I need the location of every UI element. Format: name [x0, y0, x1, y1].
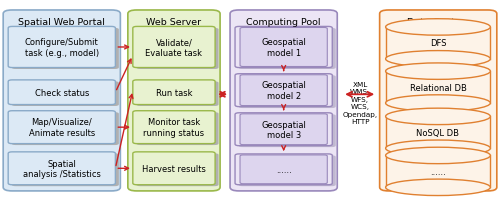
- Text: Spatial
analysis /Statistics: Spatial analysis /Statistics: [23, 159, 101, 178]
- Text: Monitor task
running status: Monitor task running status: [144, 118, 204, 137]
- FancyBboxPatch shape: [136, 113, 218, 145]
- FancyBboxPatch shape: [8, 111, 116, 144]
- FancyBboxPatch shape: [3, 11, 120, 191]
- Ellipse shape: [386, 51, 490, 68]
- Text: Map/Visualize/
Animate results: Map/Visualize/ Animate results: [28, 118, 95, 137]
- FancyBboxPatch shape: [136, 82, 218, 107]
- FancyBboxPatch shape: [8, 27, 116, 68]
- Text: XML
WMS,
WFS,
WCS,
Opendap,
HTTP: XML WMS, WFS, WCS, Opendap, HTTP: [342, 81, 378, 125]
- FancyBboxPatch shape: [240, 155, 328, 184]
- FancyBboxPatch shape: [12, 82, 119, 107]
- Ellipse shape: [386, 64, 490, 80]
- FancyBboxPatch shape: [235, 113, 332, 146]
- Text: NoSQL DB: NoSQL DB: [416, 128, 460, 137]
- FancyBboxPatch shape: [235, 27, 332, 68]
- Text: Geospatial
model 3: Geospatial model 3: [261, 120, 306, 139]
- FancyBboxPatch shape: [8, 152, 116, 185]
- FancyBboxPatch shape: [128, 11, 220, 191]
- FancyBboxPatch shape: [238, 29, 336, 70]
- FancyBboxPatch shape: [136, 153, 218, 186]
- Ellipse shape: [386, 109, 490, 125]
- FancyBboxPatch shape: [133, 27, 215, 68]
- FancyBboxPatch shape: [230, 11, 338, 191]
- Text: Data Centers: Data Centers: [406, 18, 470, 27]
- FancyBboxPatch shape: [238, 156, 336, 186]
- Ellipse shape: [386, 95, 490, 112]
- Ellipse shape: [386, 179, 490, 195]
- Ellipse shape: [386, 20, 490, 36]
- Text: Computing Pool: Computing Pool: [246, 18, 320, 27]
- FancyBboxPatch shape: [238, 76, 336, 109]
- FancyBboxPatch shape: [235, 154, 332, 185]
- Ellipse shape: [386, 147, 490, 164]
- FancyBboxPatch shape: [240, 114, 328, 145]
- Text: Web Server: Web Server: [146, 18, 202, 27]
- FancyBboxPatch shape: [133, 111, 215, 144]
- FancyBboxPatch shape: [133, 81, 215, 105]
- FancyBboxPatch shape: [235, 74, 332, 107]
- Text: Relational DB: Relational DB: [410, 83, 467, 92]
- Text: ......: ......: [430, 167, 446, 176]
- Text: Spatial Web Portal: Spatial Web Portal: [18, 18, 105, 27]
- Ellipse shape: [386, 140, 490, 157]
- Text: Run task: Run task: [156, 88, 192, 97]
- FancyBboxPatch shape: [133, 152, 215, 185]
- Text: ......: ......: [276, 165, 291, 174]
- Text: Geospatial
model 2: Geospatial model 2: [261, 81, 306, 100]
- FancyBboxPatch shape: [238, 115, 336, 147]
- Text: Geospatial
model 1: Geospatial model 1: [261, 38, 306, 57]
- Bar: [386, 72, 490, 103]
- FancyBboxPatch shape: [12, 29, 119, 70]
- FancyBboxPatch shape: [12, 113, 119, 145]
- Bar: [386, 156, 490, 187]
- Bar: [386, 28, 490, 60]
- Text: Configure/Submit
task (e.g., model): Configure/Submit task (e.g., model): [24, 38, 99, 57]
- FancyBboxPatch shape: [8, 81, 116, 105]
- Bar: [386, 117, 490, 149]
- FancyBboxPatch shape: [136, 29, 218, 70]
- Text: DFS: DFS: [430, 39, 446, 48]
- FancyBboxPatch shape: [12, 153, 119, 186]
- FancyBboxPatch shape: [380, 11, 497, 191]
- Text: Harvest results: Harvest results: [142, 164, 206, 173]
- Text: Validate/
Evaluate task: Validate/ Evaluate task: [146, 38, 203, 57]
- FancyBboxPatch shape: [240, 75, 328, 106]
- Text: Check status: Check status: [34, 88, 89, 97]
- FancyBboxPatch shape: [240, 28, 328, 67]
